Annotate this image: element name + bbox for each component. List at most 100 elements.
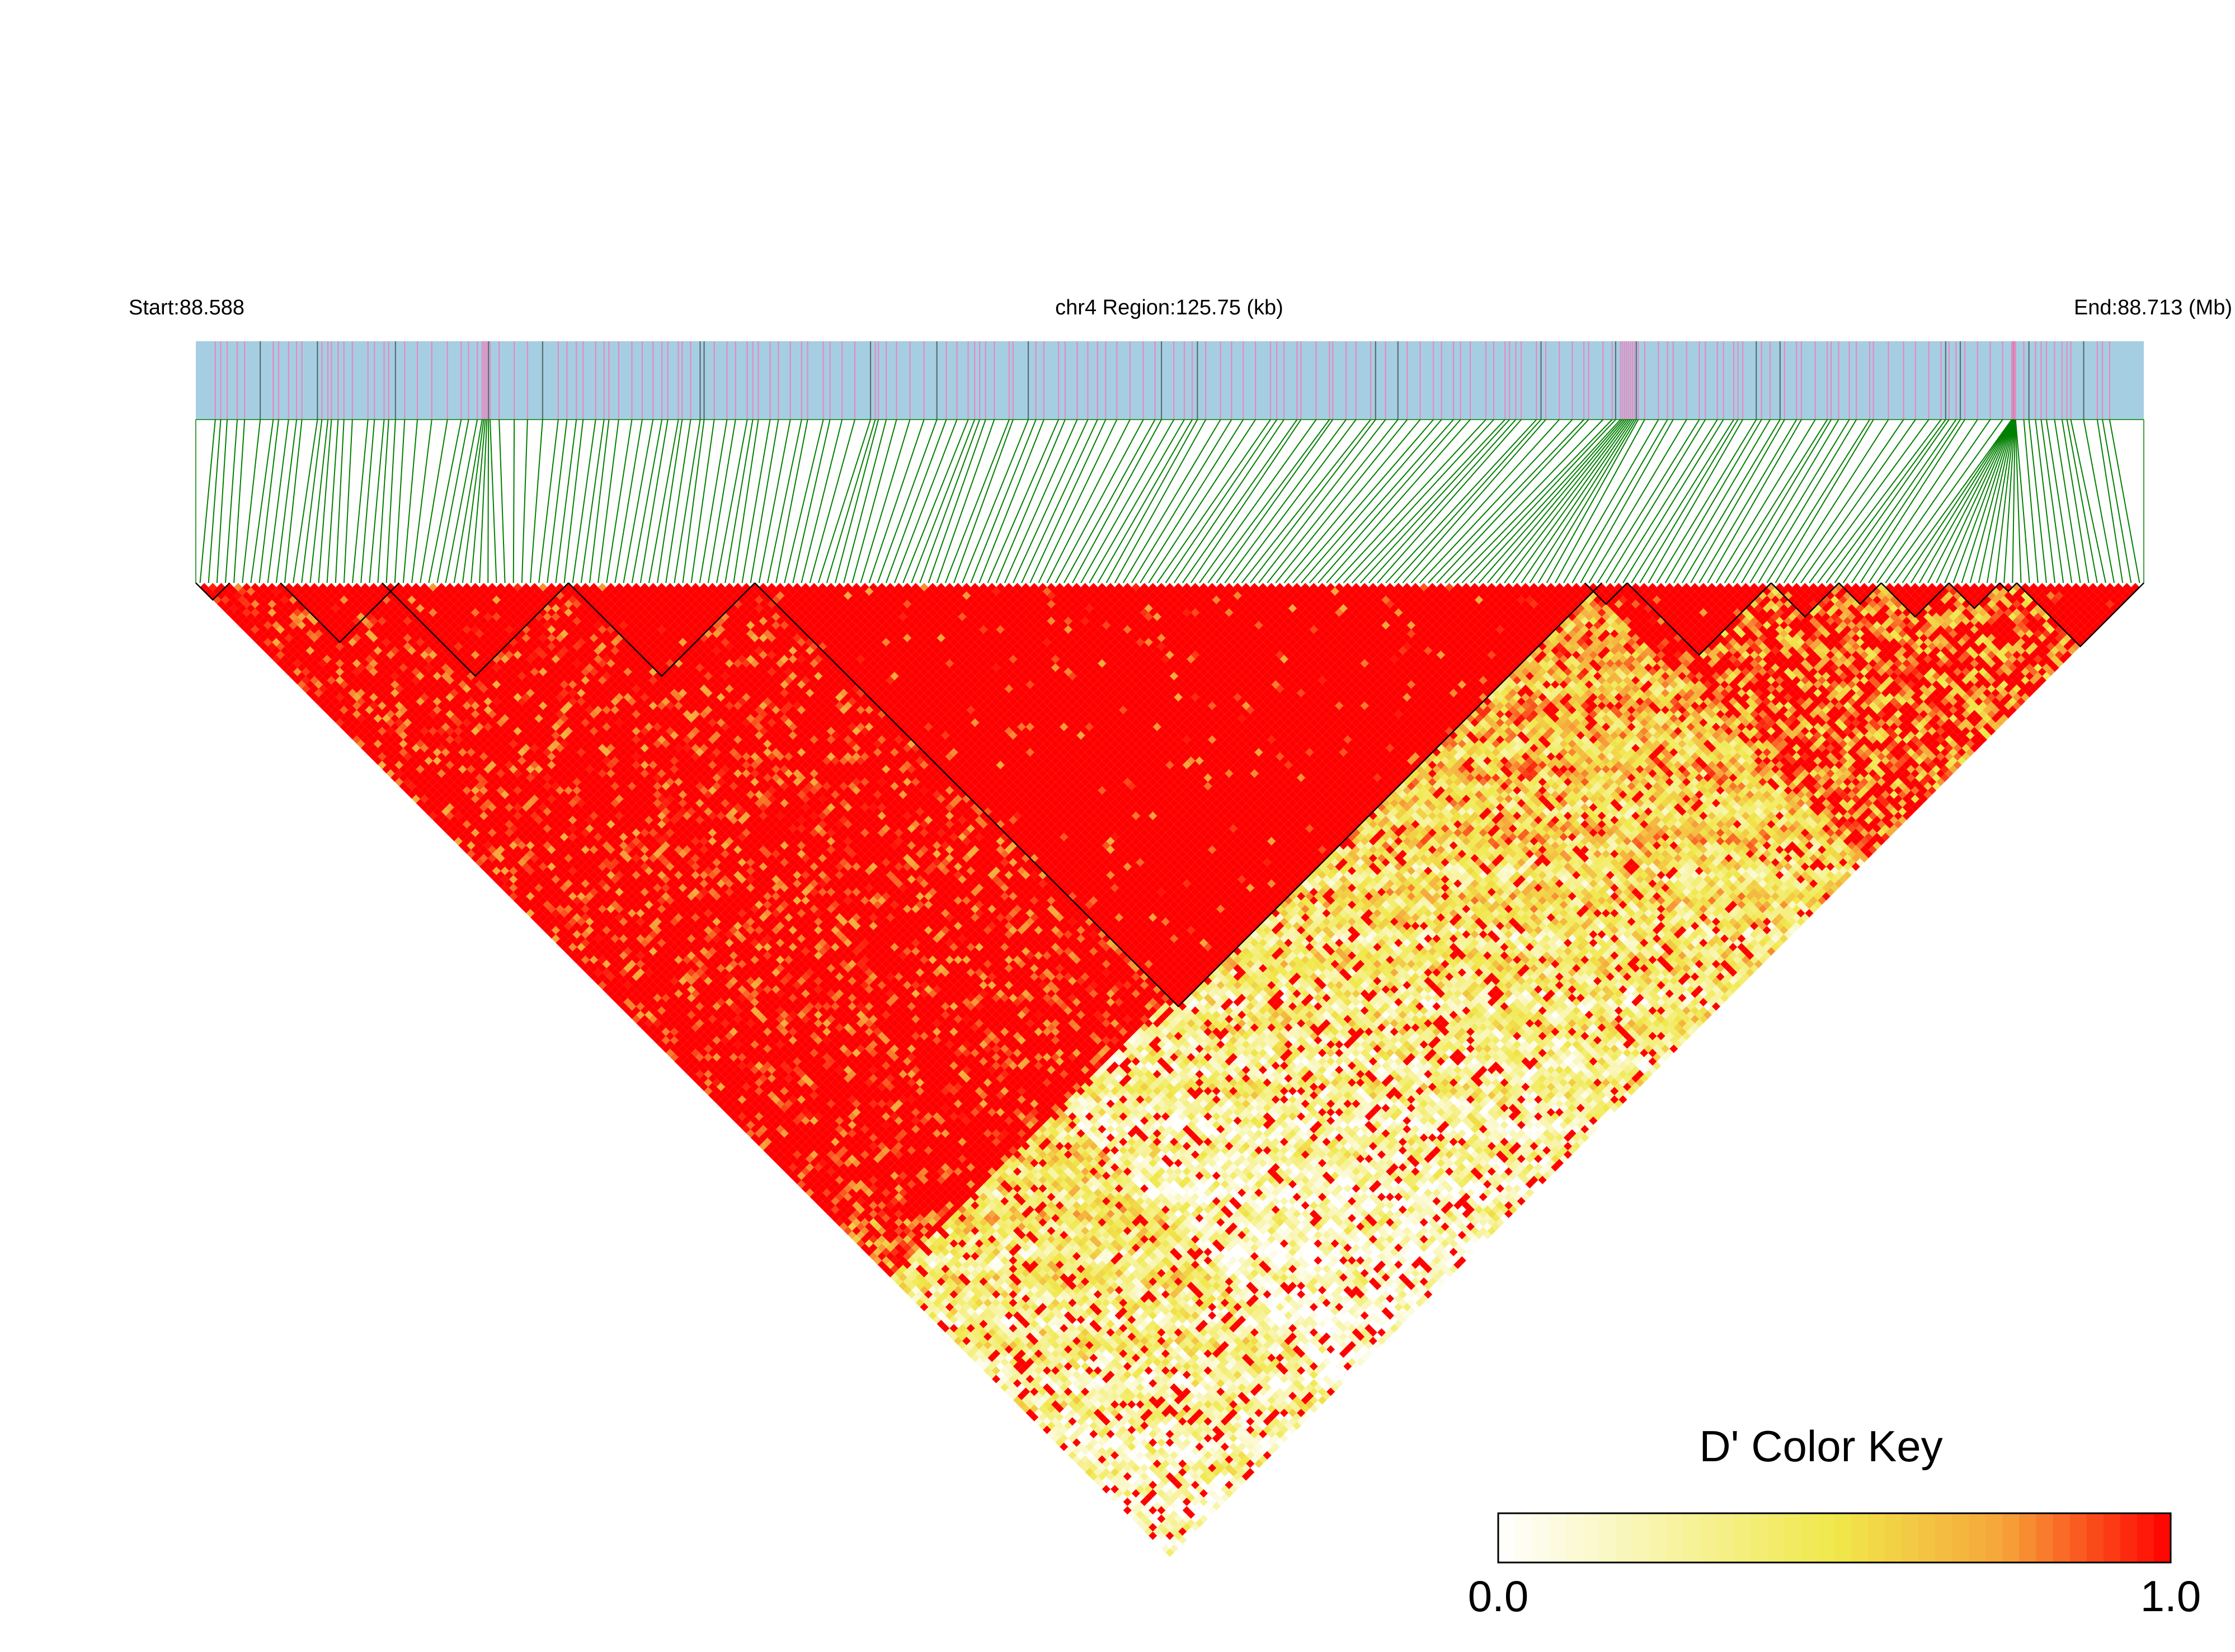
ld-cell	[975, 1358, 984, 1367]
ld-cell	[933, 1315, 942, 1324]
ld-cell	[852, 1235, 861, 1244]
ld-cell	[806, 1188, 815, 1197]
snp-connector	[809, 419, 855, 583]
ld-cell	[924, 1307, 933, 1316]
snp-connector	[1224, 419, 1347, 583]
snp-connector	[648, 419, 679, 583]
snp-connector	[1825, 419, 1946, 583]
snp-connector	[1741, 419, 1839, 583]
snp-connector	[1546, 419, 1639, 583]
ld-cell	[272, 655, 281, 663]
ld-cell	[543, 917, 552, 926]
snp-connector	[428, 419, 462, 583]
ld-cell	[509, 892, 518, 901]
ld-cell	[462, 845, 472, 854]
snp-connector	[1191, 419, 1302, 583]
snp-connector	[1428, 419, 1584, 583]
ld-cell	[882, 1264, 891, 1273]
ld-cell	[1111, 1493, 1119, 1502]
ld-cell	[1089, 1472, 1098, 1481]
ld-cell	[496, 870, 505, 879]
ld-cell	[1085, 1468, 1094, 1477]
ld-cell	[636, 1019, 645, 1028]
ld-cell	[572, 956, 581, 964]
ld-cell	[492, 875, 501, 884]
snp-connector	[2015, 419, 2030, 583]
snp-connector	[894, 419, 958, 583]
snp-connector	[489, 419, 497, 583]
snp-connector	[1148, 419, 1256, 583]
ld-cell	[755, 1137, 764, 1146]
snp-connector	[1597, 419, 1700, 583]
snp-connector	[775, 419, 808, 583]
ld-cell	[992, 1375, 1001, 1383]
snp-connector	[1724, 419, 1828, 583]
snp-connector	[860, 419, 911, 583]
snp-connector	[2003, 419, 2016, 583]
ld-cell	[877, 1260, 886, 1269]
snp-connector	[2070, 419, 2106, 583]
ld-cell	[1081, 1463, 1090, 1472]
ld-cell	[907, 1290, 916, 1299]
snp-connector	[1258, 419, 1386, 583]
ld-cell	[864, 1248, 874, 1256]
ld-cell	[441, 816, 450, 825]
ld-cell	[521, 896, 530, 905]
snp-connector	[716, 419, 748, 583]
snp-connector	[445, 419, 478, 583]
snp-connector	[682, 419, 705, 583]
snp-connector	[987, 419, 1059, 583]
ld-cell	[488, 870, 497, 879]
snp-connector	[1351, 419, 1505, 583]
ld-cell	[365, 748, 374, 757]
snp-connector	[1495, 419, 1627, 583]
snp-connector	[250, 419, 274, 583]
ld-cell	[1127, 1510, 1136, 1519]
snp-connector	[1995, 419, 2016, 583]
ld-cell	[1161, 1544, 1170, 1553]
ld-cell	[920, 1302, 929, 1311]
ld-cell	[886, 1269, 895, 1278]
ld-cell	[534, 909, 543, 917]
ld-cell	[602, 985, 611, 994]
snp-connector	[1097, 419, 1193, 583]
snp-connector	[1885, 419, 2003, 583]
ld-cell	[297, 680, 306, 689]
snp-connector	[614, 419, 643, 583]
snp-connector	[1199, 419, 1317, 583]
ld-cell	[352, 727, 361, 736]
snp-connector	[1089, 419, 1185, 583]
ld-cell	[403, 778, 412, 787]
snp-connector	[868, 419, 925, 583]
ld-cell	[432, 816, 442, 825]
snp-connector	[563, 419, 584, 583]
ld-cell	[1157, 1540, 1166, 1549]
ld-cell	[289, 671, 298, 681]
ld-cell	[915, 1298, 924, 1307]
ld-cell	[310, 684, 319, 693]
snp-connector	[1394, 419, 1542, 583]
ld-cell	[407, 790, 416, 799]
ld-cell	[386, 769, 395, 778]
snp-connector	[2096, 419, 2124, 583]
ld-cell	[289, 663, 298, 672]
ld-cell	[1119, 1502, 1128, 1510]
snp-connector	[208, 419, 222, 583]
ld-cell	[280, 663, 289, 672]
ld-cell	[704, 1086, 713, 1095]
ld-cell	[559, 943, 569, 952]
snp-connector	[394, 419, 406, 583]
ld-cell	[628, 1010, 637, 1019]
snp-connector	[1436, 419, 1589, 583]
ld-cell	[475, 858, 484, 867]
ld-cell	[420, 803, 429, 812]
snp-connector	[724, 419, 754, 583]
snp-connector	[411, 419, 432, 583]
snp-connector	[2066, 419, 2098, 583]
ld-cell	[517, 892, 526, 901]
snp-connector-lines	[195, 419, 2144, 583]
snp-connector	[199, 419, 216, 583]
snp-connector	[1690, 419, 1785, 583]
ld-cell	[348, 731, 357, 740]
ld-cell	[471, 845, 480, 854]
